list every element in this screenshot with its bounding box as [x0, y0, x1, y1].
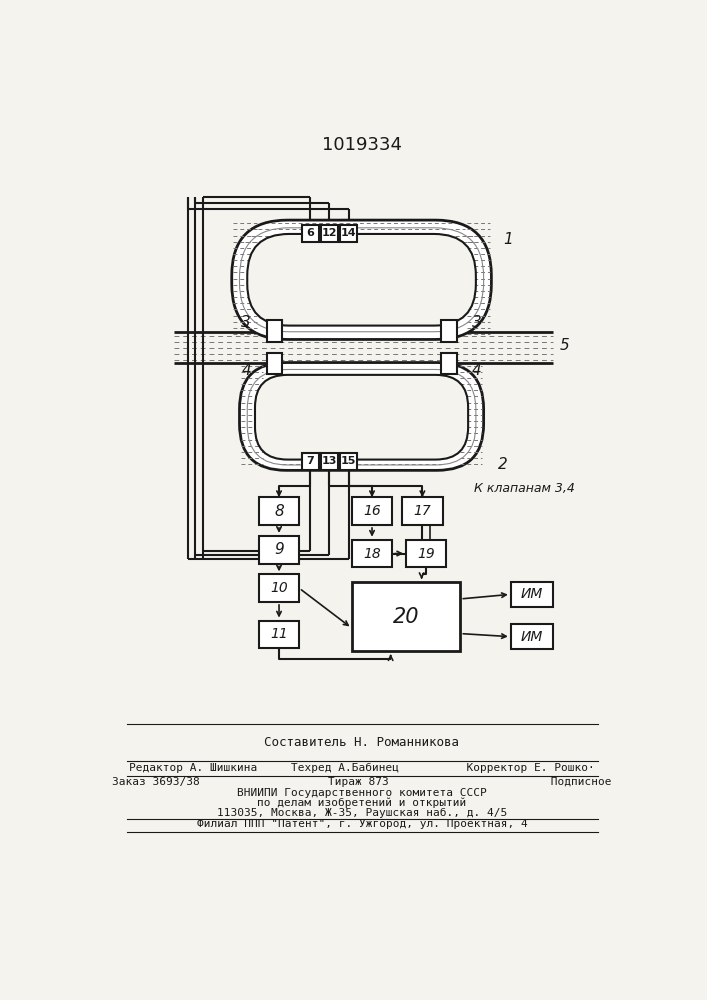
Bar [441, 320, 457, 342]
Text: 2: 2 [498, 457, 508, 472]
Bar [510, 582, 554, 607]
Text: 14: 14 [341, 228, 356, 238]
Text: 1: 1 [503, 232, 513, 247]
FancyBboxPatch shape [247, 234, 476, 326]
Text: 12: 12 [322, 228, 337, 238]
FancyBboxPatch shape [232, 220, 491, 339]
Bar [301, 453, 319, 470]
Text: 9: 9 [274, 542, 284, 557]
Text: 4: 4 [472, 363, 481, 378]
Text: 11: 11 [270, 627, 288, 641]
Text: 1019334: 1019334 [322, 136, 402, 154]
Bar [267, 320, 282, 342]
Text: 16: 16 [363, 504, 381, 518]
Text: Филиал ППП "Патент", г. Ужгород, ул. Проектная, 4: Филиал ППП "Патент", г. Ужгород, ул. Про… [197, 819, 527, 829]
Bar [259, 574, 299, 602]
Bar [352, 540, 392, 567]
Bar [340, 453, 357, 470]
Bar [321, 453, 338, 470]
Text: Составитель Н. Романникова: Составитель Н. Романникова [264, 736, 460, 749]
Text: ВНИИПИ Государственного комитета СССР: ВНИИПИ Государственного комитета СССР [237, 788, 487, 798]
Bar [441, 353, 457, 374]
Text: 3: 3 [241, 315, 251, 330]
Text: 4: 4 [241, 363, 251, 378]
Bar [301, 225, 319, 242]
Text: ИМ: ИМ [520, 587, 543, 601]
Text: Заказ 3693/38                   Тираж 873                        Подписное: Заказ 3693/38 Тираж 873 Подписное [112, 777, 612, 787]
Text: по делам изобретений и открытий: по делам изобретений и открытий [257, 798, 467, 808]
Text: 8: 8 [274, 504, 284, 519]
FancyBboxPatch shape [255, 375, 468, 460]
FancyBboxPatch shape [240, 363, 484, 470]
Text: 18: 18 [363, 547, 381, 561]
Text: 17: 17 [414, 504, 431, 518]
Bar [259, 620, 299, 648]
Bar [340, 225, 357, 242]
Bar [267, 353, 282, 374]
Text: 19: 19 [417, 547, 435, 561]
Text: 15: 15 [341, 456, 356, 466]
Text: 10: 10 [270, 581, 288, 595]
Bar [406, 540, 446, 567]
Bar [321, 225, 338, 242]
Text: 3: 3 [472, 315, 481, 330]
Bar [510, 624, 554, 649]
Text: Редактор А. Шишкина     Техред А.Бабинец          Корректор Е. Рошко·: Редактор А. Шишкина Техред А.Бабинец Кор… [129, 763, 595, 773]
Bar [352, 582, 460, 651]
Text: К клапанам 3,4: К клапанам 3,4 [474, 482, 574, 495]
Text: 7: 7 [306, 456, 314, 466]
Bar [352, 497, 392, 525]
Text: 13: 13 [322, 456, 337, 466]
Text: 113035, Москва, Ж-35, Раушская наб., д. 4/5: 113035, Москва, Ж-35, Раушская наб., д. … [217, 808, 507, 818]
Bar [259, 497, 299, 525]
Bar [259, 536, 299, 564]
Bar [402, 497, 443, 525]
Text: 5: 5 [559, 338, 569, 353]
Text: 6: 6 [306, 228, 314, 238]
Text: 20: 20 [393, 607, 419, 627]
Text: ИМ: ИМ [520, 630, 543, 644]
